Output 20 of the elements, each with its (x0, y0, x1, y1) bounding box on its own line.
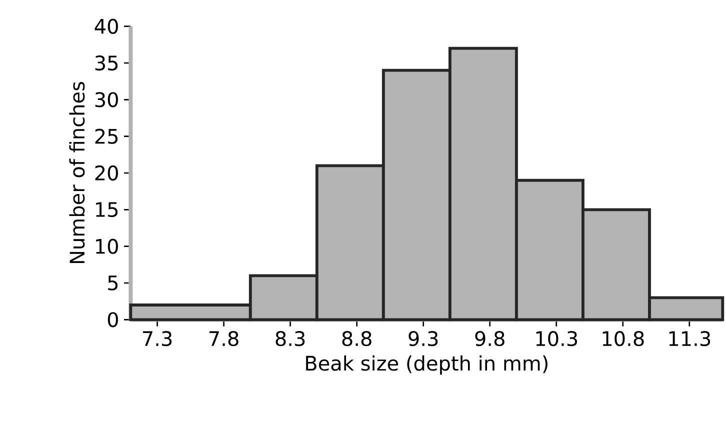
x-tick-label: 8.8 (342, 331, 372, 346)
x-tick-label: 10.8 (602, 331, 644, 346)
x-tick-label: 9.3 (408, 331, 438, 346)
x-tick-label: 10.3 (536, 331, 578, 346)
x-tick-label: 7.8 (210, 331, 238, 346)
y-axis-title: Number of finches (69, 82, 85, 264)
x-axis-title: Beak size (depth in mm) (306, 355, 548, 375)
y-tick-label: 10 (96, 238, 118, 254)
x-tick-label: 9.8 (475, 331, 504, 346)
x-tick-label: 7.3 (143, 331, 172, 346)
y-tick-label: 25 (95, 128, 118, 144)
x-tick-label: 11.3 (669, 331, 710, 346)
x-tick-label: 8.3 (276, 331, 305, 346)
y-tick-label: 30 (95, 92, 118, 108)
y-tick-label: 40 (94, 18, 118, 34)
y-tick-label: 5 (108, 276, 118, 290)
y-tick-label: 15 (96, 202, 118, 218)
y-tick-label: 20 (95, 165, 118, 181)
y-tick-label: 0 (108, 312, 118, 328)
y-tick-label: 35 (95, 55, 118, 71)
